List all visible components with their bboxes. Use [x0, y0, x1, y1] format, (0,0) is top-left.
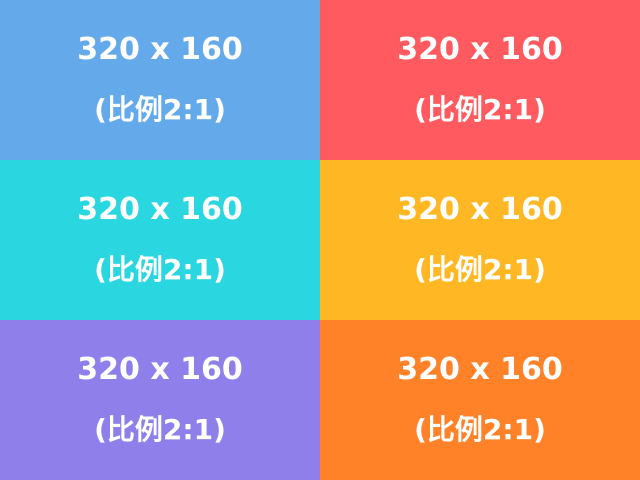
tile-ratio-label: (比例2:1)	[414, 413, 546, 446]
placeholder-tile: 320 x 160 (比例2:1)	[320, 0, 640, 160]
placeholder-tile: 320 x 160 (比例2:1)	[0, 160, 320, 320]
tile-size-label: 320 x 160	[77, 192, 243, 227]
tile-size-label: 320 x 160	[77, 32, 243, 67]
tile-ratio-label: (比例2:1)	[94, 413, 226, 446]
tile-ratio-label: (比例2:1)	[414, 253, 546, 286]
tile-size-label: 320 x 160	[397, 192, 563, 227]
placeholder-tile: 320 x 160 (比例2:1)	[0, 0, 320, 160]
placeholder-tile: 320 x 160 (比例2:1)	[320, 160, 640, 320]
tile-ratio-label: (比例2:1)	[414, 93, 546, 126]
tile-size-label: 320 x 160	[397, 32, 563, 67]
tile-ratio-label: (比例2:1)	[94, 253, 226, 286]
placeholder-tile: 320 x 160 (比例2:1)	[0, 320, 320, 480]
placeholder-tile: 320 x 160 (比例2:1)	[320, 320, 640, 480]
tile-size-label: 320 x 160	[397, 352, 563, 387]
tile-ratio-label: (比例2:1)	[94, 93, 226, 126]
tile-size-label: 320 x 160	[77, 352, 243, 387]
